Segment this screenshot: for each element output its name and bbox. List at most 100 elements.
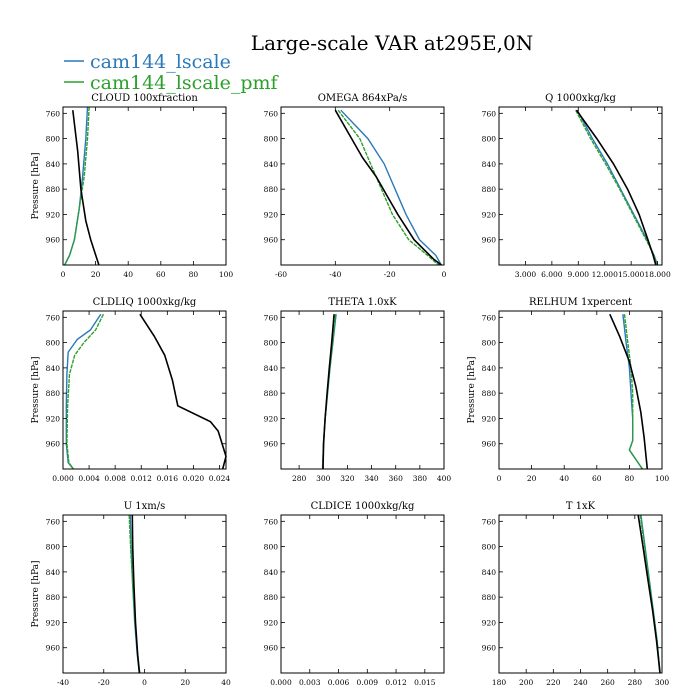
x-tick-label: 380 (413, 474, 428, 483)
y-tick-label: 960 (46, 644, 61, 653)
y-tick-label: 800 (482, 543, 497, 552)
y-tick-label: 800 (264, 135, 279, 144)
y-tick-label: 880 (482, 185, 497, 194)
series-line-2 (63, 106, 90, 266)
y-tick-label: 760 (46, 517, 61, 526)
series-line-3 (575, 109, 657, 266)
y-tick-label: 880 (264, 593, 279, 602)
x-tick-label: 40 (221, 678, 231, 687)
x-tick-label: 80 (189, 270, 199, 279)
y-tick-label: 760 (46, 109, 61, 118)
series-line-3 (131, 514, 141, 674)
x-tick-label: 0.012 (130, 474, 152, 483)
x-tick-label: 20 (91, 270, 101, 279)
y-tick-label: 800 (264, 543, 279, 552)
y-tick-label: 760 (264, 313, 279, 322)
x-tick-label: -20 (384, 270, 396, 279)
x-tick-label: 260 (601, 678, 616, 687)
plot-frame (62, 514, 227, 674)
x-tick-label: 40 (559, 474, 569, 483)
y-tick-label: 760 (482, 517, 497, 526)
figure-title: Large-scale VAR at295E,0N (251, 31, 533, 55)
series-line-1 (322, 314, 337, 470)
series-line-2 (623, 314, 643, 470)
x-tick-label: 100 (219, 270, 234, 279)
x-tick-label: 0.000 (270, 678, 292, 687)
series-line-3 (139, 313, 227, 470)
panel-title: OMEGA 864xPa/s (318, 93, 408, 104)
series-line-1 (340, 109, 442, 266)
series-line-2 (337, 109, 440, 266)
x-tick-label: 0 (497, 474, 502, 483)
y-tick-label: 800 (46, 135, 61, 144)
x-tick-label: 80 (625, 474, 635, 483)
y-tick-label: 920 (264, 414, 279, 423)
panel-omega: OMEGA 864xPa/s 760 800 840 880 920 960 -60 -40 -2… (264, 93, 447, 279)
y-tick-label: 760 (482, 313, 497, 322)
x-tick-label: 0.000 (52, 474, 74, 483)
panel-theta: THETA 1.0xK 760 800 840 880 920 960 280 300 320 34… (264, 297, 452, 483)
y-tick-label: 800 (46, 339, 61, 348)
x-tick-label: 400 (437, 474, 452, 483)
panel-cloud: CLOUD 100xfraction 760 800 840 880 920 960 0 20 4… (31, 93, 233, 279)
panel-q: Q 1000xkg/kg 760 800 840 880 920 960 3.000 6.000… (482, 93, 671, 279)
y-tick-label: 840 (482, 160, 497, 169)
y-tick-label: 840 (46, 568, 61, 577)
series-line-2 (321, 314, 337, 470)
x-tick-label: 60 (156, 270, 166, 279)
plot-frame (62, 310, 227, 470)
panel-title: U 1xm/s (124, 501, 166, 512)
series-line-3 (637, 514, 661, 674)
y-tick-label: 880 (46, 185, 61, 194)
x-tick-label: 200 (519, 678, 534, 687)
x-tick-label: 20 (180, 678, 190, 687)
y-tick-label: 840 (482, 568, 497, 577)
x-tick-label: 0.024 (209, 474, 231, 483)
y-tick-label: 920 (264, 618, 279, 627)
panel-u: U 1xm/s 760 800 840 880 920 960 -40 -20 0 20 40 Pres… (31, 501, 231, 687)
legend-label-lscale-pmf: cam144_lscale_pmf (90, 72, 280, 94)
x-tick-label: -60 (275, 270, 287, 279)
panel-title: T 1xK (566, 501, 596, 512)
y-tick-label: 800 (482, 339, 497, 348)
y-tick-label: 760 (264, 109, 279, 118)
x-tick-label: 0.016 (157, 474, 179, 483)
x-tick-label: 15.000 (618, 270, 644, 279)
x-tick-label: 0.003 (299, 678, 321, 687)
x-tick-label: 0 (61, 270, 66, 279)
x-tick-label: 6.000 (541, 270, 563, 279)
series-line-1 (65, 313, 102, 470)
y-axis-label: Pressure [hPa] (31, 560, 41, 627)
y-tick-label: 960 (482, 440, 497, 449)
y-tick-label: 800 (264, 339, 279, 348)
y-tick-label: 920 (482, 210, 497, 219)
y-tick-label: 840 (264, 364, 279, 373)
y-tick-label: 960 (264, 644, 279, 653)
x-tick-label: 240 (573, 678, 588, 687)
y-tick-label: 800 (482, 135, 497, 144)
legend-label-lscale: cam144_lscale (90, 51, 231, 73)
y-tick-label: 960 (46, 236, 61, 245)
panel-relhum: RELHUM 1xpercent 760 800 840 880 920 960 0 20 40 6… (467, 297, 669, 483)
x-tick-label: 0.015 (414, 678, 436, 687)
x-tick-label: 0.006 (328, 678, 350, 687)
y-tick-label: 880 (264, 185, 279, 194)
y-tick-label: 880 (46, 389, 61, 398)
x-tick-label: -40 (57, 678, 69, 687)
y-tick-label: 920 (46, 618, 61, 627)
y-tick-label: 760 (264, 517, 279, 526)
y-tick-label: 840 (482, 364, 497, 373)
series-line-3 (72, 110, 100, 266)
plot-frame (280, 310, 445, 470)
y-tick-label: 840 (46, 160, 61, 169)
y-tick-label: 960 (264, 236, 279, 245)
y-tick-label: 880 (46, 593, 61, 602)
x-tick-label: 320 (340, 474, 355, 483)
plot-frame (280, 106, 445, 266)
x-tick-label: -20 (98, 678, 110, 687)
y-tick-label: 960 (46, 440, 61, 449)
series-line-3 (322, 314, 335, 470)
x-tick-label: 280 (628, 678, 643, 687)
x-tick-label: 280 (292, 474, 307, 483)
x-tick-label: 0.004 (78, 474, 100, 483)
